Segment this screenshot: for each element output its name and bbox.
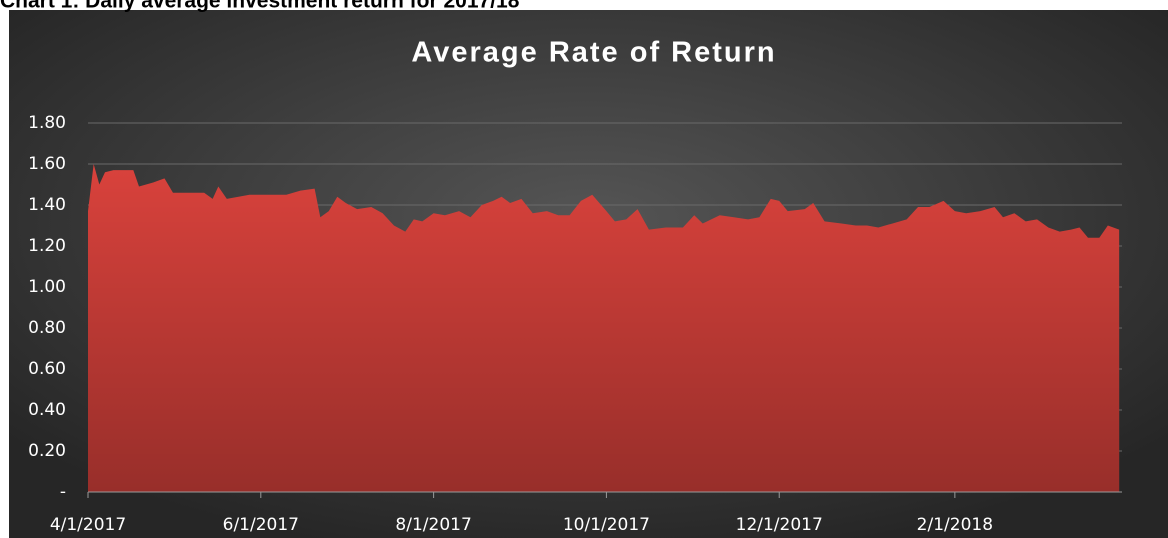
- y-tick-label: 0.40: [28, 400, 66, 420]
- y-tick-label: 0.80: [28, 318, 66, 338]
- y-tick-label: 1.60: [28, 154, 66, 174]
- x-tick-label: 4/1/2017: [50, 515, 126, 535]
- x-tick-label: 2/1/2018: [917, 515, 993, 535]
- y-tick-label: 0.60: [28, 359, 66, 379]
- x-tick-label: 12/1/2017: [736, 515, 823, 535]
- x-tick-label: 8/1/2017: [395, 515, 471, 535]
- page-header: Chart 1: Daily average investment return…: [0, 0, 520, 13]
- y-tick-label: 1.00: [28, 277, 66, 297]
- y-tick-label: 1.80: [28, 113, 66, 133]
- x-tick-label: 6/1/2017: [223, 515, 299, 535]
- chart-title: Average Rate of Return: [411, 37, 776, 69]
- y-tick-label: 0.20: [28, 441, 66, 461]
- area-shade: [88, 164, 1120, 492]
- y-tick-label: 1.20: [28, 236, 66, 256]
- y-tick-label: 1.40: [28, 195, 66, 215]
- y-tick-label: -: [60, 482, 66, 502]
- x-tick-label: 10/1/2017: [563, 515, 650, 535]
